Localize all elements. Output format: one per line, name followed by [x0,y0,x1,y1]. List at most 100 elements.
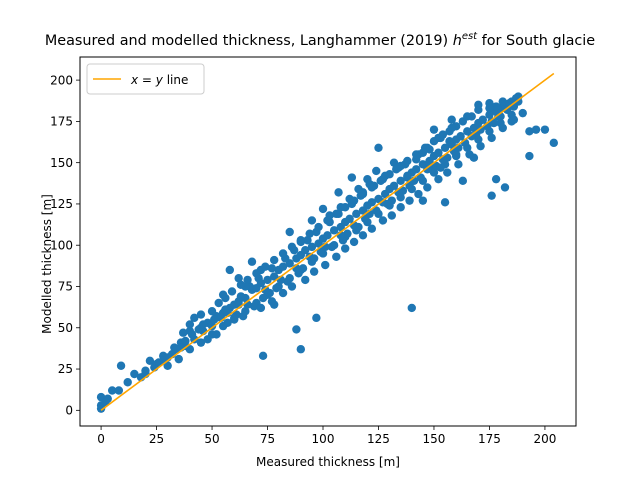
data-point [438,130,448,139]
data-point [489,118,499,128]
data-point [372,166,381,176]
data-point [210,315,219,324]
data-point [236,280,246,290]
data-point [101,397,110,407]
data-point [212,330,221,339]
data-point [321,260,330,270]
data-point [396,176,405,186]
chart-title-math-sup: est [461,31,478,42]
data-point [261,285,270,294]
data-point [458,176,468,186]
data-point [256,303,266,313]
data-point [436,163,445,172]
data-point [305,252,314,261]
data-point [225,265,234,275]
data-point [451,150,461,159]
data-point [387,211,396,220]
data-point [412,150,421,159]
data-point [250,302,259,311]
data-point [540,125,550,134]
plot-area-frame [79,56,577,427]
data-point [301,275,310,285]
data-point [365,179,374,189]
data-point [354,184,363,194]
data-point [116,361,126,370]
chart-title: Measured and modelled thickness, Langham… [0,31,640,49]
data-point [429,137,439,146]
data-point [214,298,223,308]
data-point [318,204,328,214]
data-point [247,257,257,266]
y-axis-label: Modelled thickness [m] [40,194,54,334]
x-tick-label: 100 [312,432,335,446]
data-point [298,264,308,273]
data-point [514,97,523,106]
data-point [434,174,443,184]
data-point [329,226,339,235]
data-point [278,249,288,258]
chart-title-math-h: h [452,32,462,49]
data-point [407,303,416,313]
data-point [387,196,396,205]
data-point [309,267,319,276]
data-point [236,292,246,301]
data-point [223,318,232,328]
x-axis-label: Measured thickness [m] [256,455,400,469]
data-point [414,189,423,199]
data-point [440,198,450,207]
data-point [456,132,465,141]
data-point [423,165,432,174]
y-tick-label: 0 [65,404,73,418]
data-point [312,313,321,323]
data-point [405,196,414,205]
data-point [347,173,357,182]
data-point [323,231,332,240]
legend-label-eq: = [138,73,156,87]
data-point [287,242,297,252]
data-point [518,108,527,118]
data-point [261,262,270,271]
data-point [207,321,217,331]
data-point [487,133,496,143]
data-point [332,252,341,261]
data-point [185,345,195,354]
data-point [467,132,476,141]
data-point [267,264,277,273]
data-point [203,335,212,344]
data-point [500,183,510,192]
data-point [145,356,155,365]
data-point [258,351,268,361]
data-point [292,325,301,334]
data-point [123,378,132,387]
x-tick-label: 125 [367,432,390,446]
data-point [403,156,412,166]
y-axis-ticks: 0 25 50 75 100 125 150 175 200 [50,73,80,418]
data-point [525,127,534,136]
data-point [343,229,352,238]
legend-label-suffix: line [163,73,188,87]
y-tick-label: 75 [58,280,73,294]
chart-title-suffix: for South glacie [477,32,596,49]
data-point [440,143,450,153]
legend-label-x: x [130,73,139,87]
data-point [476,141,485,151]
data-point [412,165,421,174]
data-point [403,171,412,181]
data-point [509,115,519,124]
data-point [478,115,487,124]
data-point [349,196,359,205]
y-tick-label: 50 [58,321,73,335]
data-point [243,275,252,285]
y-tick-label: 175 [50,115,73,129]
y-tick-label: 25 [58,362,73,376]
data-point [396,203,405,212]
data-point [107,386,117,395]
data-point [447,115,456,124]
data-point [190,313,199,323]
data-point [498,97,507,106]
data-point [374,143,383,153]
data-point [221,305,230,314]
data-point [303,236,312,245]
data-point [463,112,472,121]
data-point [185,320,195,329]
